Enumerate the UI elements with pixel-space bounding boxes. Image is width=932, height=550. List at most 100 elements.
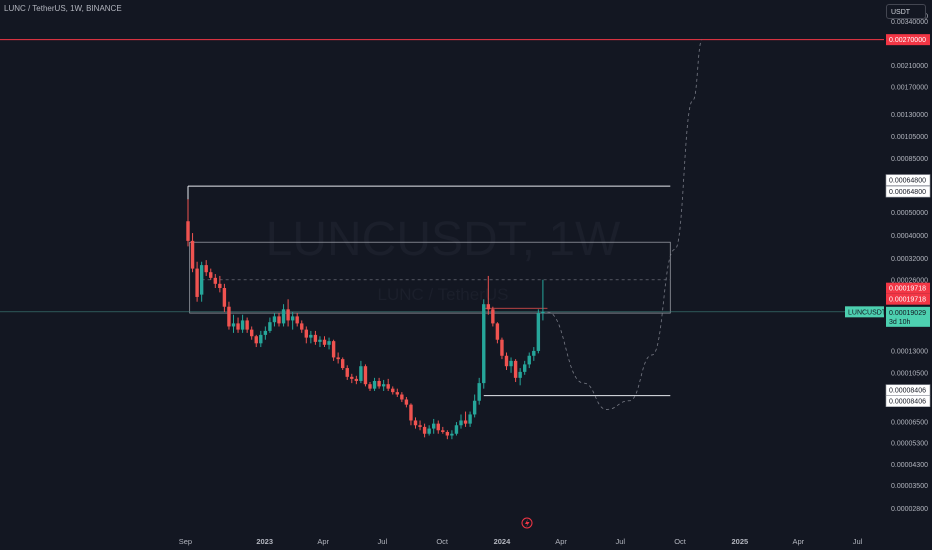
lower-level-tag[interactable]: 0.00008406 <box>885 384 931 396</box>
candle[interactable] <box>386 378 390 391</box>
candle[interactable] <box>532 347 536 361</box>
candle[interactable] <box>527 352 531 369</box>
candle[interactable] <box>350 373 354 384</box>
candle[interactable] <box>199 261 204 302</box>
candle[interactable] <box>281 304 286 327</box>
projection-path[interactable] <box>547 39 703 410</box>
symbol-legend[interactable]: LUNC / TetherUS, 1W, BINANCE <box>4 4 122 13</box>
candle[interactable] <box>363 364 368 387</box>
candle[interactable] <box>300 320 304 333</box>
candle[interactable] <box>204 260 208 276</box>
candle[interactable] <box>245 317 249 333</box>
candle[interactable] <box>391 386 395 395</box>
candle[interactable] <box>272 313 277 327</box>
candle[interactable] <box>504 352 509 370</box>
candle[interactable] <box>186 199 190 247</box>
candle[interactable] <box>436 420 440 434</box>
candle[interactable] <box>236 317 240 333</box>
candle[interactable] <box>523 360 527 375</box>
candle[interactable] <box>336 352 340 364</box>
candle[interactable] <box>222 283 227 312</box>
y-tick-label: 0.00085000 <box>891 156 928 163</box>
candle[interactable] <box>313 330 318 345</box>
candle[interactable] <box>413 417 418 429</box>
candle[interactable] <box>468 411 472 427</box>
candle[interactable] <box>345 365 349 380</box>
candle[interactable] <box>509 357 513 373</box>
candle[interactable] <box>372 377 377 391</box>
candle[interactable] <box>263 326 268 340</box>
candle[interactable] <box>286 299 290 327</box>
candle[interactable] <box>477 377 481 405</box>
candle[interactable] <box>218 275 222 293</box>
candle[interactable] <box>459 414 463 429</box>
candle[interactable] <box>427 425 431 436</box>
candle[interactable] <box>259 330 263 348</box>
candle[interactable] <box>250 326 254 340</box>
range-zone-box[interactable] <box>189 241 671 314</box>
symbol-tag[interactable]: LUNCUSDT <box>845 306 887 318</box>
upper-level-tag[interactable]: 0.00064800 <box>885 174 931 186</box>
candle[interactable] <box>495 322 500 344</box>
candle[interactable] <box>290 311 295 330</box>
red-price-tag[interactable]: 0.00019718 <box>886 282 930 294</box>
candle[interactable] <box>309 330 313 344</box>
candle[interactable] <box>209 268 213 280</box>
candle[interactable] <box>331 339 336 361</box>
candle[interactable] <box>377 377 381 389</box>
candle[interactable] <box>381 379 386 391</box>
candle[interactable] <box>268 317 272 333</box>
candle[interactable] <box>541 279 545 321</box>
candle[interactable] <box>463 411 468 427</box>
candle[interactable] <box>254 334 258 348</box>
candle[interactable] <box>445 430 450 440</box>
candle[interactable] <box>404 396 409 408</box>
candle[interactable] <box>327 337 331 350</box>
candle[interactable] <box>190 233 195 273</box>
candle[interactable] <box>472 394 477 418</box>
candle[interactable] <box>213 274 217 289</box>
lightning-icon[interactable] <box>521 517 533 529</box>
candle[interactable] <box>432 418 436 434</box>
candle[interactable] <box>359 360 363 384</box>
candle[interactable] <box>513 359 518 383</box>
candle[interactable] <box>318 336 322 348</box>
candle[interactable] <box>441 426 445 434</box>
candle[interactable] <box>422 423 427 438</box>
candle[interactable] <box>450 430 454 440</box>
candle[interactable] <box>227 301 231 330</box>
candle[interactable] <box>500 337 504 360</box>
last-price-tag[interactable]: 0.00019029 3d 10h <box>886 306 930 327</box>
resistance-price-tag-label: 0.00270000 <box>889 37 926 44</box>
upper-level-tag-2[interactable]: 0.00064800 <box>885 185 931 198</box>
candle[interactable] <box>304 326 308 344</box>
candle[interactable] <box>395 388 399 397</box>
candle[interactable] <box>354 375 359 385</box>
candle[interactable] <box>341 357 345 370</box>
lower-level-tag-2[interactable]: 0.00008406 <box>885 395 931 407</box>
candle[interactable] <box>491 306 495 327</box>
candle[interactable] <box>454 422 459 436</box>
candle[interactable] <box>486 275 490 315</box>
candle[interactable] <box>240 314 245 333</box>
candle[interactable] <box>409 403 413 426</box>
candle[interactable] <box>322 336 327 348</box>
candle[interactable] <box>518 368 522 386</box>
resistance-price-tag[interactable]: 0.00270000 <box>886 34 930 46</box>
candle-body <box>350 376 354 379</box>
candle[interactable] <box>536 309 541 354</box>
candle[interactable] <box>482 299 486 389</box>
candle[interactable] <box>295 313 299 327</box>
candle-body <box>195 268 199 297</box>
candle[interactable] <box>400 392 404 403</box>
candle-body <box>318 339 322 342</box>
candle[interactable] <box>368 382 372 391</box>
candle[interactable] <box>195 261 199 302</box>
candle-body <box>459 420 463 426</box>
candle[interactable] <box>418 420 422 431</box>
candle[interactable] <box>231 314 236 333</box>
red-price-tag-2[interactable]: 0.00019718 <box>886 293 930 305</box>
candle[interactable] <box>277 313 281 327</box>
currency-selector[interactable]: USDT <box>886 4 926 19</box>
